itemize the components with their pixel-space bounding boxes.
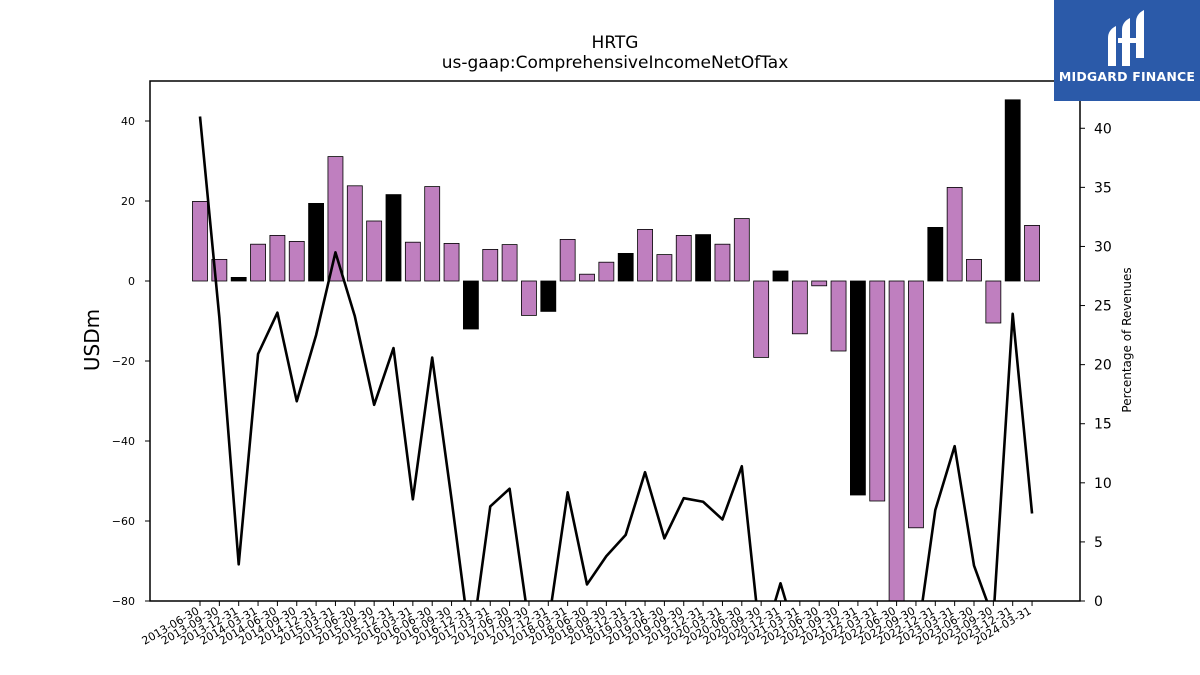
- bar-2016-03-31: [404, 241, 421, 282]
- y-tick-label: −40: [112, 435, 135, 448]
- bar-2018-09-30: [598, 261, 615, 282]
- bar-2019-03-31: [637, 228, 653, 282]
- bar-2018-03-31: [559, 238, 576, 282]
- midgard-finance-logo: MIDGARD FINANCE: [1054, 0, 1200, 101]
- bar-2016-09-30: [443, 242, 460, 282]
- y-tick-label: −20: [112, 355, 135, 368]
- bar-2020-06-30: [733, 218, 750, 282]
- bar-2014-12-31: [308, 202, 325, 282]
- chart-subtitle: us-gaap:ComprehensiveIncomeNetOfTax: [441, 53, 789, 73]
- y2-tick-label: 35: [1094, 180, 1112, 196]
- bar-2023-03-31: [946, 186, 963, 282]
- bar-2015-12-31: [385, 194, 402, 282]
- bar-2014-03-31: [250, 243, 266, 282]
- bar-2018-06-30: [579, 273, 595, 282]
- bar-2015-06-30: [346, 185, 363, 282]
- y2-tick-label: 15: [1094, 417, 1112, 433]
- y-tick-label: −60: [112, 515, 135, 528]
- y2-tick-label: 0: [1094, 594, 1103, 610]
- bar-2024-03-31: [1024, 224, 1040, 282]
- bar-2017-12-31: [540, 280, 557, 312]
- midgard-logo-mark-icon: [1108, 10, 1144, 66]
- y2-tick-label: 40: [1094, 121, 1112, 137]
- bar-2022-09-30: [908, 280, 924, 529]
- bar-2019-12-31: [695, 234, 711, 282]
- plot-frame: [149, 80, 1081, 602]
- bar-2022-03-31: [869, 280, 886, 502]
- bar-2021-06-30: [811, 280, 828, 287]
- bar-2021-03-31: [791, 280, 808, 335]
- y-tick-label: 20: [121, 195, 135, 208]
- bar-2017-09-30: [521, 280, 537, 316]
- y2-tick-label: 10: [1094, 476, 1112, 492]
- bar-2015-03-31: [327, 156, 344, 282]
- bar-2022-12-31: [927, 226, 944, 282]
- bar-2013-06-30: [192, 200, 208, 282]
- bar-2017-03-31: [482, 248, 499, 282]
- y2-tick-label: 20: [1094, 358, 1112, 374]
- bar-2023-06-30: [966, 258, 982, 282]
- bar-2021-12-31: [850, 280, 866, 496]
- y-tick-label: 0: [128, 275, 135, 288]
- bar-2016-06-30: [424, 186, 441, 282]
- bar-2013-12-31: [230, 276, 247, 282]
- chart-title: HRTG: [591, 33, 639, 53]
- y2-tick-label: 25: [1094, 299, 1112, 315]
- bar-2019-09-30: [675, 234, 692, 282]
- y-tick-label: −80: [112, 595, 135, 608]
- bar-2020-03-31: [714, 243, 731, 282]
- y-tick-label: 40: [121, 115, 135, 128]
- bar-2023-12-31: [1004, 99, 1021, 282]
- bar-2020-09-30: [753, 280, 770, 358]
- bar-2021-09-30: [830, 280, 847, 352]
- bar-2016-12-31: [462, 280, 479, 330]
- y2-tick-label: 30: [1094, 239, 1112, 255]
- bar-2015-09-30: [366, 220, 383, 282]
- brand-name: MIDGARD FINANCE: [1058, 69, 1196, 84]
- bar-2018-12-31: [617, 252, 634, 282]
- bar-2022-06-30: [888, 280, 905, 601]
- percentage-of-revenues-line: [198, 116, 1034, 601]
- bar-2019-06-30: [656, 254, 673, 282]
- bar-2020-12-31: [772, 270, 789, 282]
- bar-2014-09-30: [288, 240, 305, 282]
- bar-2017-06-30: [501, 244, 518, 282]
- y2-tick-label: 5: [1094, 535, 1103, 551]
- bar-2023-09-30: [985, 280, 1002, 324]
- bar-2014-06-30: [269, 234, 286, 282]
